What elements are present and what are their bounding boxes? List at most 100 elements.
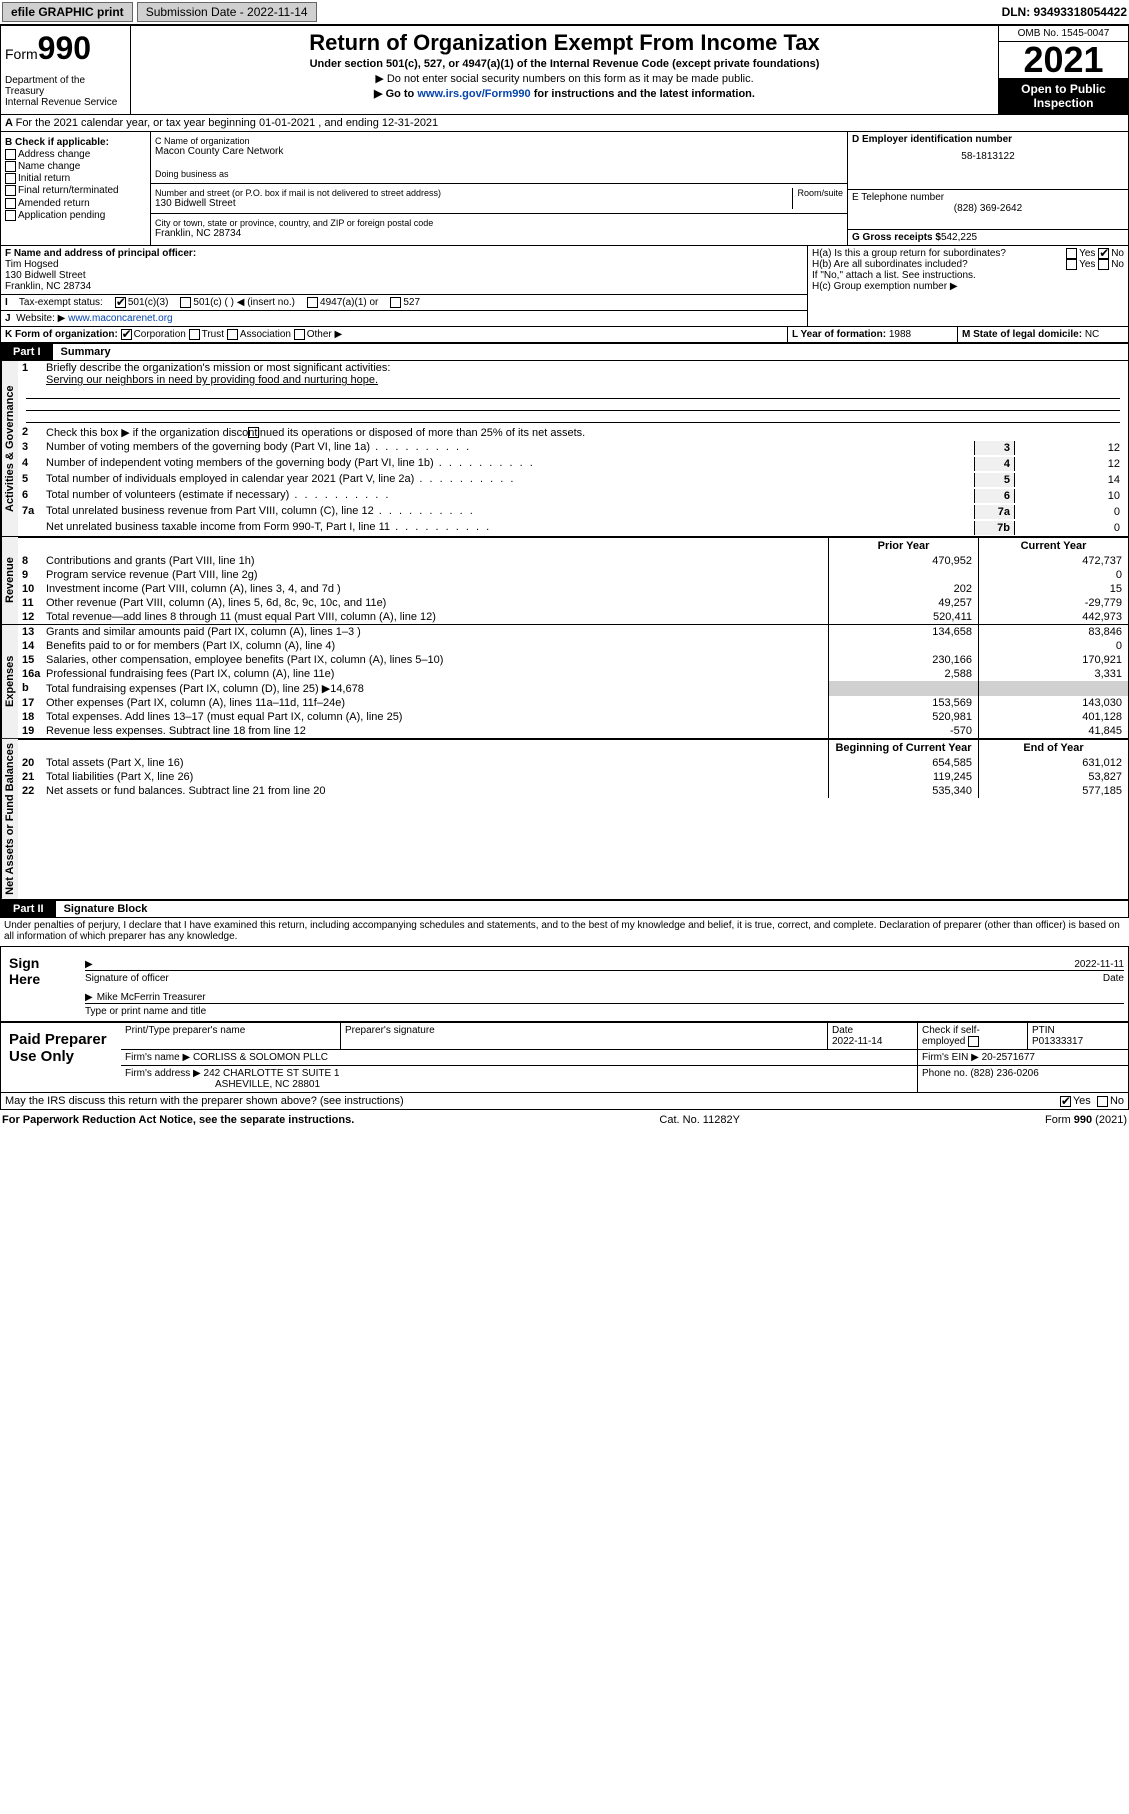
officer-addr2: Franklin, NC 28734 bbox=[5, 281, 803, 292]
l13-curr: 83,846 bbox=[978, 625, 1128, 639]
l5-val: 14 bbox=[1014, 473, 1124, 487]
irs-link[interactable]: www.irs.gov/Form990 bbox=[417, 88, 530, 100]
l11-curr: -29,779 bbox=[978, 596, 1128, 610]
expenses-section: Expenses 13Grants and similar amounts pa… bbox=[0, 625, 1129, 739]
sign-here-label: Sign Here bbox=[1, 947, 81, 1021]
officer-addr1: 130 Bidwell Street bbox=[5, 270, 803, 281]
527-checkbox[interactable] bbox=[390, 297, 401, 308]
discuss-no[interactable] bbox=[1097, 1096, 1108, 1107]
subtitle-2: ▶ Do not enter social security numbers o… bbox=[135, 72, 994, 85]
l11: Other revenue (Part VIII, column (A), li… bbox=[42, 596, 828, 610]
signer-name: Mike McFerrin Treasurer bbox=[97, 992, 206, 1003]
box-f-label: F Name and address of principal officer: bbox=[5, 248, 803, 259]
page-footer: For Paperwork Reduction Act Notice, see … bbox=[0, 1110, 1129, 1130]
activities-governance: Activities & Governance 1Briefly describ… bbox=[0, 361, 1129, 537]
ha-yes[interactable] bbox=[1066, 248, 1077, 259]
discuss-yes[interactable] bbox=[1060, 1096, 1071, 1107]
subtitle-1: Under section 501(c), 527, or 4947(a)(1)… bbox=[135, 58, 994, 70]
hb-no[interactable] bbox=[1098, 259, 1109, 270]
l8-curr: 472,737 bbox=[978, 554, 1128, 568]
firm-addr1: 242 CHARLOTTE ST SUITE 1 bbox=[204, 1068, 340, 1079]
box-e-label: E Telephone number bbox=[852, 192, 1124, 203]
l18: Total expenses. Add lines 13–17 (must eq… bbox=[42, 710, 828, 724]
end-year-hdr: End of Year bbox=[978, 740, 1128, 756]
l17-curr: 143,030 bbox=[978, 696, 1128, 710]
l16a: Professional fundraising fees (Part IX, … bbox=[42, 667, 828, 681]
l12-curr: 442,973 bbox=[978, 610, 1128, 624]
box-g-label: G Gross receipts $ bbox=[852, 232, 941, 243]
ein: 58-1813122 bbox=[852, 151, 1124, 162]
legal-domicile: NC bbox=[1085, 329, 1099, 340]
firm-name-label: Firm's name ▶ bbox=[125, 1052, 190, 1063]
paid-preparer-block: Paid Preparer Use Only Print/Type prepar… bbox=[0, 1022, 1129, 1093]
l6-val: 10 bbox=[1014, 489, 1124, 503]
4947-checkbox[interactable] bbox=[307, 297, 318, 308]
tax-year: 2021 bbox=[999, 42, 1128, 78]
l19: Revenue less expenses. Subtract line 18 … bbox=[42, 724, 828, 738]
subtitle-3: ▶ Go to www.irs.gov/Form990 for instruct… bbox=[135, 87, 994, 100]
open-inspection: Open to Public Inspection bbox=[999, 78, 1128, 114]
room-label: Room/suite bbox=[792, 188, 843, 209]
other-checkbox[interactable] bbox=[294, 329, 305, 340]
l12-prior: 520,411 bbox=[828, 610, 978, 624]
prep-date-label: Date bbox=[832, 1025, 853, 1036]
hb-note: If "No," attach a list. See instructions… bbox=[812, 270, 1124, 281]
l9-prior bbox=[828, 568, 978, 582]
tab-revenue: Revenue bbox=[1, 537, 18, 624]
name-title-label: Type or print name and title bbox=[85, 1006, 1124, 1017]
l2-checkbox[interactable] bbox=[248, 427, 259, 438]
ha-label: H(a) Is this a group return for subordin… bbox=[812, 248, 1006, 259]
l17: Other expenses (Part IX, column (A), lin… bbox=[42, 696, 828, 710]
revenue-section: Revenue Prior YearCurrent Year 8Contribu… bbox=[0, 537, 1129, 625]
ha-no[interactable] bbox=[1098, 248, 1109, 259]
l3-label: Number of voting members of the governin… bbox=[46, 441, 974, 453]
prior-year-hdr: Prior Year bbox=[828, 538, 978, 554]
l18-curr: 401,128 bbox=[978, 710, 1128, 724]
l10-curr: 15 bbox=[978, 582, 1128, 596]
hb-yes[interactable] bbox=[1066, 259, 1077, 270]
l20-prior: 654,585 bbox=[828, 756, 978, 770]
addr-label: Number and street (or P.O. box if mail i… bbox=[155, 188, 792, 198]
form-title: Return of Organization Exempt From Incom… bbox=[135, 30, 994, 56]
box-i-label: I Tax-exempt status: bbox=[5, 297, 103, 308]
l20: Total assets (Part X, line 16) bbox=[42, 756, 828, 770]
l16a-prior: 2,588 bbox=[828, 667, 978, 681]
ptin-label: PTIN bbox=[1032, 1025, 1055, 1036]
501c-checkbox[interactable] bbox=[180, 297, 191, 308]
line-a-tax-year: A For the 2021 calendar year, or tax yea… bbox=[1, 115, 442, 131]
website-link[interactable]: www.maconcarenet.org bbox=[68, 313, 173, 324]
l18-prior: 520,981 bbox=[828, 710, 978, 724]
l8-prior: 470,952 bbox=[828, 554, 978, 568]
self-emp-checkbox[interactable] bbox=[968, 1036, 979, 1047]
firm-ein-label: Firm's EIN ▶ bbox=[922, 1052, 979, 1063]
sign-date: 2022-11-11 bbox=[1074, 959, 1124, 970]
discuss-question: May the IRS discuss this return with the… bbox=[5, 1095, 1060, 1107]
phone: (828) 369-2642 bbox=[852, 203, 1124, 214]
l15-prior: 230,166 bbox=[828, 653, 978, 667]
l19-curr: 41,845 bbox=[978, 724, 1128, 738]
corp-checkbox[interactable] bbox=[121, 329, 132, 340]
prep-sig-label: Preparer's signature bbox=[341, 1023, 828, 1049]
firm-name: CORLISS & SOLOMON PLLC bbox=[193, 1052, 328, 1063]
prep-name-label: Print/Type preparer's name bbox=[121, 1023, 341, 1049]
l22: Net assets or fund balances. Subtract li… bbox=[42, 784, 828, 798]
assoc-checkbox[interactable] bbox=[227, 329, 238, 340]
l17-prior: 153,569 bbox=[828, 696, 978, 710]
pra-notice: For Paperwork Reduction Act Notice, see … bbox=[2, 1114, 354, 1126]
501c3-checkbox[interactable] bbox=[115, 297, 126, 308]
box-j-label: Website: ▶ bbox=[16, 313, 65, 324]
trust-checkbox[interactable] bbox=[189, 329, 200, 340]
part2-header: Part IISignature Block bbox=[0, 900, 1129, 918]
l22-curr: 577,185 bbox=[978, 784, 1128, 798]
sig-officer-label: Signature of officer bbox=[85, 973, 1103, 984]
l7a-val: 0 bbox=[1014, 505, 1124, 519]
l4-val: 12 bbox=[1014, 457, 1124, 471]
tab-expenses: Expenses bbox=[1, 625, 18, 738]
box-c-label: C Name of organization bbox=[155, 136, 843, 146]
efile-print-button[interactable]: efile GRAPHIC print bbox=[2, 2, 133, 22]
sign-here-block: Sign Here 2022-11-11 Signature of office… bbox=[0, 946, 1129, 1022]
hb-label: H(b) Are all subordinates included? bbox=[812, 259, 968, 270]
l11-prior: 49,257 bbox=[828, 596, 978, 610]
entity-block: B Check if applicable: Address change Na… bbox=[0, 132, 1129, 246]
l21-curr: 53,827 bbox=[978, 770, 1128, 784]
